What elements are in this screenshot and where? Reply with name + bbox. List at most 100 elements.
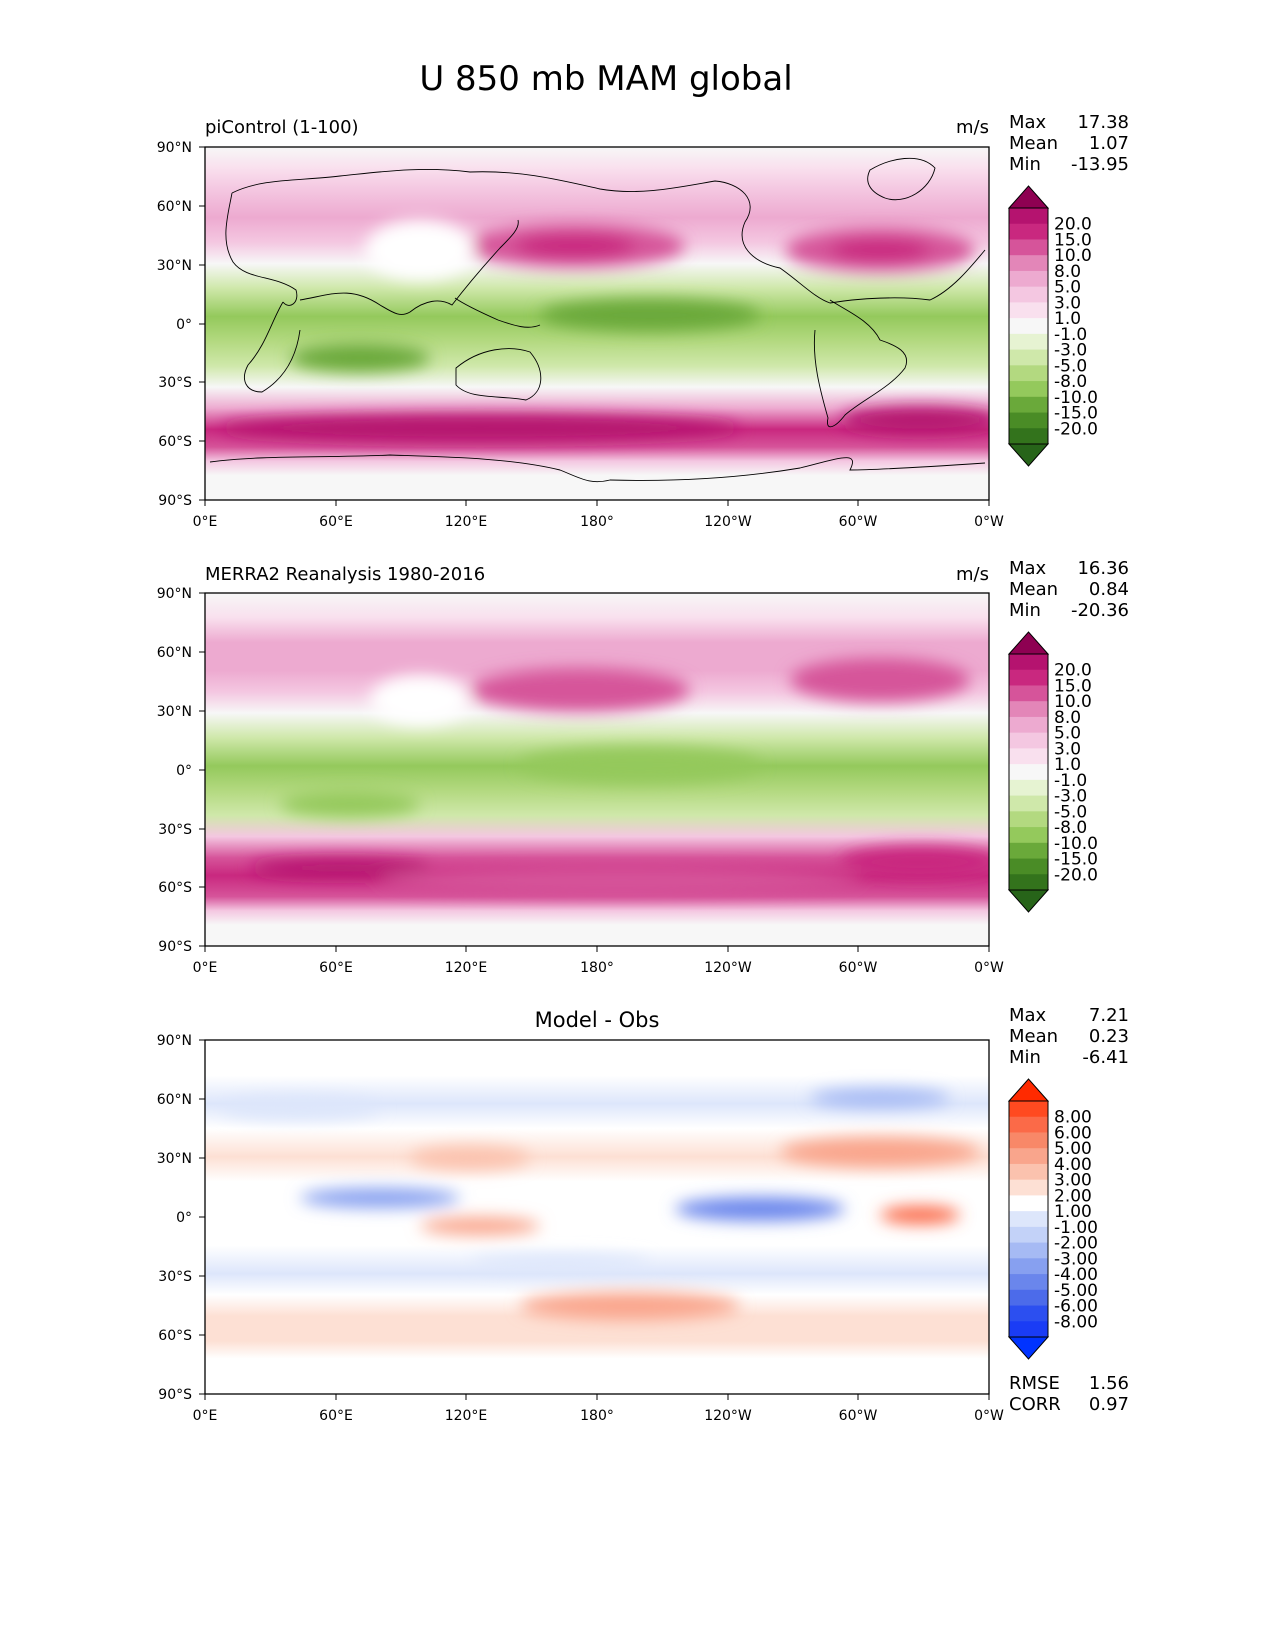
colorbar-swatch: [1009, 764, 1048, 781]
stat-label: Mean: [1009, 1026, 1058, 1047]
colorbar-tick-label: 4.00: [1054, 1155, 1092, 1175]
colorbar-tick-label: -20.0: [1054, 419, 1098, 439]
x-tick-label: 120°W: [704, 1408, 752, 1424]
stat-label: Min: [1009, 600, 1041, 621]
y-tick-label: 60°N: [157, 1092, 192, 1108]
map-field: [205, 147, 989, 500]
colorbar-tick-label: -1.00: [1054, 1218, 1098, 1238]
colorbar-tick-label: 10.0: [1054, 692, 1092, 712]
colorbar-tick-label: -10.0: [1054, 834, 1098, 854]
y-tick-label: 90°S: [158, 493, 192, 509]
stats-block: Max 17.38 Mean 1.07 Min -13.95: [1009, 112, 1129, 175]
y-tick-label: 30°S: [158, 375, 192, 391]
panel-model: piControl (1-100) m/s: [157, 112, 1129, 530]
colorbar-swatch: [1009, 286, 1048, 303]
stat-value: -6.41: [1082, 1047, 1129, 1068]
map-field: [205, 593, 989, 946]
panel-title-left: piControl (1-100): [205, 117, 359, 138]
colorbar-extend-max: [1007, 631, 1050, 655]
x-tick-label: 0°E: [193, 514, 218, 530]
colorbar-tick-label: -20.0: [1054, 865, 1098, 885]
colorbar-swatch: [1009, 318, 1048, 335]
panel-obs: MERRA2 Reanalysis 1980-2016 m/s: [157, 558, 1129, 976]
corr-value: 0.97: [1089, 1394, 1129, 1415]
colorbar-tick-label: 3.0: [1054, 739, 1081, 759]
y-tick-label: 90°S: [158, 939, 192, 955]
y-tick-label: 90°S: [158, 1387, 192, 1403]
stat-value: -20.36: [1071, 600, 1129, 621]
colorbar-swatch: [1009, 858, 1048, 875]
colorbar-swatch: [1009, 428, 1048, 445]
x-tick-label: 60°W: [839, 1408, 878, 1424]
colorbar-frame: [1008, 1100, 1049, 1338]
y-tick-label: 0°: [176, 317, 192, 333]
x-axis: 0°E 60°E 120°E 180° 120°W 60°W 0°W: [193, 946, 1004, 976]
x-tick-label: 120°E: [445, 960, 488, 976]
y-tick-label: 60°S: [158, 1328, 192, 1344]
colorbar-swatch: [1009, 827, 1048, 844]
colorbar-extend-min: [1007, 889, 1050, 913]
colorbar-extend-min: [1007, 443, 1050, 467]
colorbar-tick-label: 15.0: [1054, 230, 1092, 250]
y-axis: 90°N 60°N 30°N 0° 30°S 60°S 90°S: [157, 586, 205, 955]
colorbar-swatch: [1009, 685, 1048, 702]
colorbar-swatch: [1009, 412, 1048, 429]
colorbar-swatch: [1009, 1258, 1048, 1275]
x-tick-label: 60°W: [839, 960, 878, 976]
stat-value: 7.21: [1089, 1005, 1129, 1026]
colorbar-swatch: [1009, 748, 1048, 765]
stat-label: Max: [1009, 112, 1047, 133]
colorbar-tick-label: -8.00: [1054, 1312, 1098, 1332]
colorbar-swatch: [1009, 811, 1048, 828]
colorbar-tick-label: -15.0: [1054, 850, 1098, 870]
colorbar-swatch: [1009, 1179, 1048, 1196]
colorbar-tick-label: 3.0: [1054, 293, 1081, 313]
y-tick-label: 30°S: [158, 1269, 192, 1285]
stats-block: Max 7.21 Mean 0.23 Min -6.41: [1009, 1005, 1129, 1068]
colorbar-swatch: [1009, 1163, 1048, 1181]
stat-value: 16.36: [1077, 558, 1129, 579]
colorbar-extend-max: [1007, 1078, 1050, 1102]
colorbar-tick-label: 20.0: [1054, 215, 1092, 235]
stat-label: Min: [1009, 1047, 1041, 1068]
corr-label: CORR: [1009, 1394, 1061, 1415]
x-tick-label: 0°W: [974, 1408, 1004, 1424]
colorbar-swatch: [1009, 669, 1048, 686]
colorbar-tick-label: 8.0: [1054, 708, 1081, 728]
stat-value: 1.07: [1089, 133, 1129, 154]
colorbar-tick-label: 1.00: [1054, 1202, 1092, 1222]
colorbar-swatch: [1009, 255, 1048, 272]
y-tick-label: 90°N: [157, 140, 192, 156]
colorbar-tick-label: 15.0: [1054, 676, 1092, 696]
colorbar: 8.006.005.004.003.002.001.00-1.00-2.00-3…: [1007, 1078, 1098, 1360]
colorbar: 20.015.010.08.05.03.01.0-1.0-3.0-5.0-8.0…: [1007, 185, 1098, 467]
x-tick-label: 180°: [580, 1408, 614, 1424]
y-axis: 90°N 60°N 30°N 0° 30°S 60°S 90°S: [157, 140, 205, 509]
x-tick-label: 120°W: [704, 514, 752, 530]
stat-value: 0.84: [1089, 579, 1129, 600]
y-tick-label: 30°N: [157, 258, 192, 274]
colorbar-tick-label: -2.00: [1054, 1234, 1098, 1254]
y-tick-label: 60°S: [158, 434, 192, 450]
panel-diff: Model - Obs: [157, 1005, 1129, 1424]
x-tick-label: 120°W: [704, 960, 752, 976]
panel-units: m/s: [956, 117, 989, 138]
y-tick-label: 30°N: [157, 704, 192, 720]
colorbar-swatch: [1009, 270, 1048, 288]
y-tick-label: 60°N: [157, 645, 192, 661]
colorbar-swatch: [1009, 239, 1048, 256]
stat-value: 17.38: [1077, 112, 1129, 133]
colorbar-tick-label: -5.0: [1054, 802, 1087, 822]
colorbar-extend-min: [1007, 1336, 1050, 1360]
stat-label: Max: [1009, 1005, 1047, 1026]
stats-block: Max 16.36 Mean 0.84 Min -20.36: [1009, 558, 1129, 621]
colorbar-swatch: [1009, 223, 1048, 240]
x-tick-label: 180°: [580, 960, 614, 976]
colorbar-tick-label: 10.0: [1054, 246, 1092, 266]
x-tick-label: 60°W: [839, 514, 878, 530]
colorbar-tick-label: -3.0: [1054, 341, 1087, 361]
stat-label: Min: [1009, 154, 1041, 175]
colorbar-tick-label: 1.0: [1054, 755, 1081, 775]
colorbar-swatch: [1009, 396, 1048, 413]
y-tick-label: 30°S: [158, 822, 192, 838]
